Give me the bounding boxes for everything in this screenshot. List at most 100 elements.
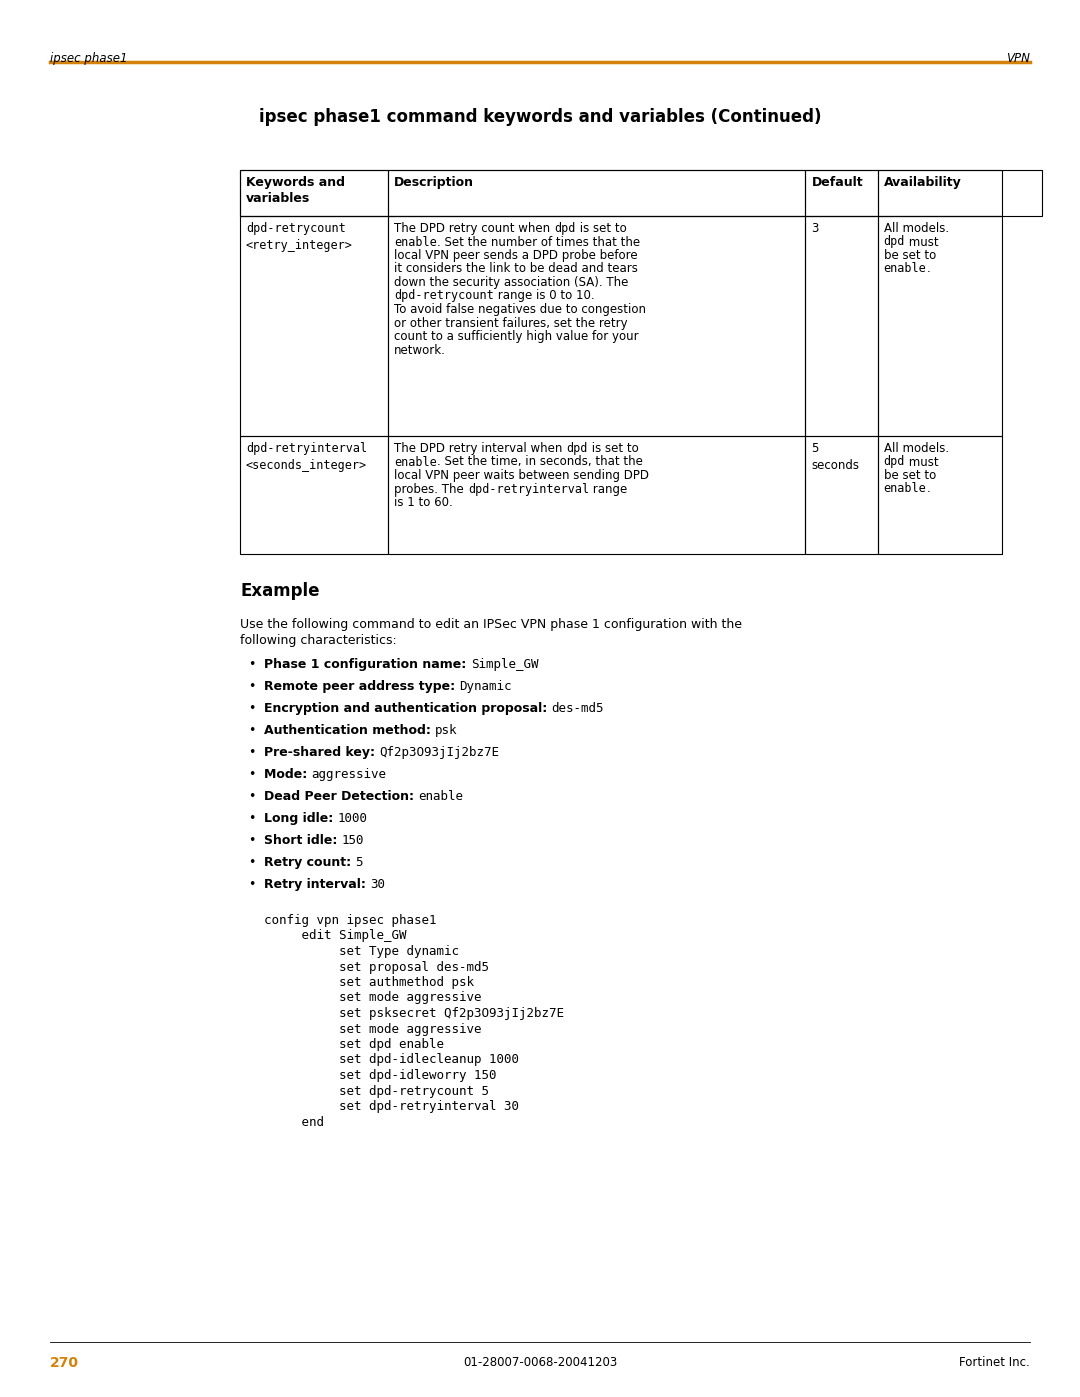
Bar: [240, 217, 389, 436]
Text: set dpd-idleworry 150: set dpd-idleworry 150: [264, 1069, 497, 1083]
Text: des-md5: des-md5: [552, 703, 604, 715]
Bar: [806, 217, 878, 436]
Text: dpd: dpd: [883, 236, 905, 249]
Text: 5: 5: [355, 856, 363, 869]
Text: Keywords and
variables: Keywords and variables: [246, 176, 345, 205]
Text: dpd-retrycount
<retry_integer>: dpd-retrycount <retry_integer>: [246, 222, 353, 251]
Bar: [806, 436, 878, 555]
Text: Retry count:: Retry count:: [264, 856, 355, 869]
Text: •: •: [248, 658, 255, 671]
Text: Fortinet Inc.: Fortinet Inc.: [959, 1356, 1030, 1369]
Text: local VPN peer sends a DPD probe before: local VPN peer sends a DPD probe before: [394, 249, 638, 263]
Text: dpd: dpd: [567, 441, 588, 455]
Text: •: •: [248, 789, 255, 803]
Text: probes. The: probes. The: [394, 482, 468, 496]
Text: •: •: [248, 746, 255, 759]
Text: •: •: [248, 680, 255, 693]
Text: Availability: Availability: [883, 176, 961, 189]
Text: Long idle:: Long idle:: [264, 812, 338, 826]
Text: dpd-retrycount: dpd-retrycount: [394, 289, 495, 303]
Text: enable: enable: [418, 789, 463, 803]
Text: •: •: [248, 724, 255, 738]
Text: Default: Default: [811, 176, 863, 189]
Text: 150: 150: [341, 834, 364, 847]
Text: 30: 30: [370, 877, 386, 891]
Text: Example: Example: [240, 583, 320, 599]
Text: Mode:: Mode:: [264, 768, 312, 781]
Bar: [240, 436, 389, 555]
Text: enable: enable: [883, 263, 927, 275]
Text: Retry interval:: Retry interval:: [264, 877, 370, 891]
Text: .: .: [927, 263, 930, 275]
Text: enable: enable: [883, 482, 927, 496]
Text: •: •: [248, 768, 255, 781]
Text: •: •: [248, 812, 255, 826]
Text: network.: network.: [394, 344, 446, 356]
Text: To avoid false negatives due to congestion: To avoid false negatives due to congesti…: [394, 303, 646, 316]
Text: Dynamic: Dynamic: [459, 680, 512, 693]
Text: VPN: VPN: [1007, 52, 1030, 66]
Text: . Set the number of times that the: . Set the number of times that the: [437, 236, 640, 249]
Text: •: •: [248, 877, 255, 891]
Text: enable: enable: [394, 236, 437, 249]
Text: Qf2p3O93jIj2bz7E: Qf2p3O93jIj2bz7E: [379, 746, 499, 759]
Text: set dpd-retrycount 5: set dpd-retrycount 5: [264, 1084, 489, 1098]
Text: is set to: is set to: [588, 441, 638, 455]
Text: Use the following command to edit an IPSec VPN phase 1 configuration with the: Use the following command to edit an IPS…: [240, 617, 742, 631]
Text: dpd-retryinterval: dpd-retryinterval: [468, 482, 589, 496]
Text: set authmethod psk: set authmethod psk: [264, 977, 474, 989]
Text: Simple_GW: Simple_GW: [471, 658, 538, 671]
Text: following characteristics:: following characteristics:: [240, 634, 396, 647]
Text: enable: enable: [394, 455, 437, 468]
Text: . Set the time, in seconds, that the: . Set the time, in seconds, that the: [437, 455, 643, 468]
Text: it considers the link to be dead and tears: it considers the link to be dead and tea…: [394, 263, 638, 275]
Bar: [389, 436, 806, 555]
Bar: [878, 170, 1002, 217]
Text: be set to: be set to: [883, 469, 936, 482]
Bar: [240, 170, 1042, 217]
Text: or other transient failures, set the retry: or other transient failures, set the ret…: [394, 317, 627, 330]
Bar: [389, 170, 806, 217]
Text: range is 0 to 10.: range is 0 to 10.: [495, 289, 595, 303]
Text: The DPD retry count when: The DPD retry count when: [394, 222, 554, 235]
Text: must: must: [905, 455, 939, 468]
Text: must: must: [905, 236, 939, 249]
Text: set dpd-idlecleanup 1000: set dpd-idlecleanup 1000: [264, 1053, 519, 1066]
Text: set dpd-retryinterval 30: set dpd-retryinterval 30: [264, 1099, 519, 1113]
Bar: [878, 436, 1002, 555]
Text: dpd: dpd: [554, 222, 576, 235]
Text: •: •: [248, 834, 255, 847]
Text: end: end: [264, 1115, 324, 1129]
Text: down the security association (SA). The: down the security association (SA). The: [394, 277, 629, 289]
Text: aggressive: aggressive: [312, 768, 387, 781]
Text: is 1 to 60.: is 1 to 60.: [394, 496, 454, 509]
Text: set dpd enable: set dpd enable: [264, 1038, 444, 1051]
Text: dpd: dpd: [883, 455, 905, 468]
Text: Authentication method:: Authentication method:: [264, 724, 435, 738]
Text: local VPN peer waits between sending DPD: local VPN peer waits between sending DPD: [394, 469, 649, 482]
Bar: [389, 217, 806, 436]
Text: set psksecret Qf2p3O93jIj2bz7E: set psksecret Qf2p3O93jIj2bz7E: [264, 1007, 564, 1020]
Text: count to a sufficiently high value for your: count to a sufficiently high value for y…: [394, 330, 639, 344]
Text: config vpn ipsec phase1: config vpn ipsec phase1: [264, 914, 436, 928]
Text: is set to: is set to: [576, 222, 626, 235]
Text: ipsec phase1: ipsec phase1: [50, 52, 127, 66]
Text: The DPD retry interval when: The DPD retry interval when: [394, 441, 567, 455]
Text: 270: 270: [50, 1356, 79, 1370]
Text: set mode aggressive: set mode aggressive: [264, 992, 482, 1004]
Text: 5
seconds: 5 seconds: [811, 441, 860, 472]
Text: Encryption and authentication proposal:: Encryption and authentication proposal:: [264, 703, 552, 715]
Text: .: .: [927, 482, 930, 496]
Text: be set to: be set to: [883, 249, 936, 263]
Text: All models.: All models.: [883, 441, 948, 455]
Text: Phase 1 configuration name:: Phase 1 configuration name:: [264, 658, 471, 671]
Text: range: range: [589, 482, 627, 496]
Bar: [806, 170, 878, 217]
Text: dpd-retryinterval
<seconds_integer>: dpd-retryinterval <seconds_integer>: [246, 441, 367, 472]
Text: •: •: [248, 856, 255, 869]
Text: ipsec phase1 command keywords and variables (Continued): ipsec phase1 command keywords and variab…: [259, 108, 821, 126]
Text: 1000: 1000: [338, 812, 367, 826]
Text: All models.: All models.: [883, 222, 948, 235]
Text: set mode aggressive: set mode aggressive: [264, 1023, 482, 1035]
Bar: [240, 170, 389, 217]
